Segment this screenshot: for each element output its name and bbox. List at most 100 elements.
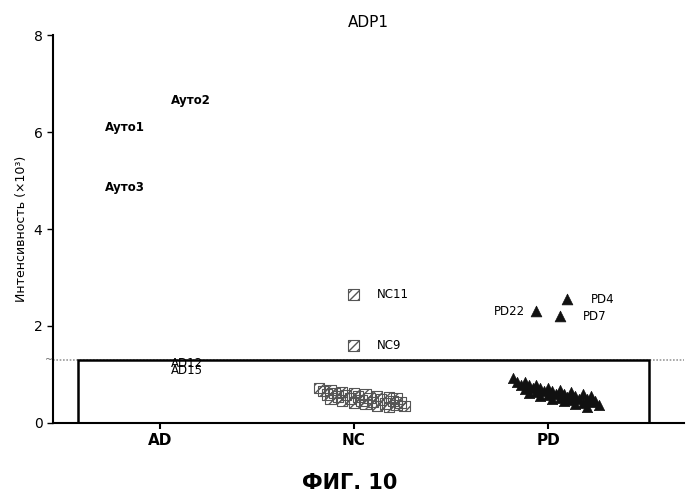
Text: AD12: AD12 (171, 357, 203, 370)
Point (593, 401, 604, 409)
Point (164, 334, 175, 342)
Point (160, 295, 171, 303)
Point (170, 249, 181, 257)
Point (140, 354, 152, 362)
Point (383, 403, 394, 411)
Point (150, 211, 161, 219)
Point (152, 124, 164, 131)
Point (171, 300, 182, 308)
Point (340, 391, 352, 399)
Point (337, 396, 348, 404)
Point (585, 391, 596, 399)
Point (577, 390, 589, 398)
Point (554, 393, 565, 401)
Point (164, 232, 175, 240)
Point (148, 237, 159, 245)
Point (143, 256, 154, 264)
Text: NC11: NC11 (377, 288, 409, 301)
Point (542, 390, 554, 398)
Point (531, 307, 542, 315)
Text: AD15: AD15 (171, 364, 203, 377)
Point (547, 394, 558, 402)
Text: ФИГ. 10: ФИГ. 10 (302, 473, 397, 493)
Text: Ауто3: Ауто3 (106, 181, 145, 194)
Point (140, 305, 152, 313)
Point (166, 310, 177, 318)
Point (531, 381, 542, 389)
Point (507, 374, 519, 382)
Point (523, 381, 534, 389)
Point (363, 394, 375, 402)
Point (527, 384, 538, 392)
Point (333, 392, 344, 400)
Point (164, 357, 175, 365)
Point (523, 389, 534, 397)
Point (146, 266, 157, 274)
Text: NC9: NC9 (377, 339, 402, 352)
Point (168, 367, 179, 374)
Point (164, 285, 175, 293)
Text: ~: ~ (45, 355, 53, 365)
Point (164, 97, 175, 105)
Point (348, 389, 359, 397)
Point (148, 339, 159, 347)
Point (321, 390, 332, 398)
Point (317, 387, 329, 395)
Point (348, 341, 359, 349)
Point (337, 388, 348, 396)
Point (313, 384, 324, 392)
Point (348, 290, 359, 298)
Point (582, 394, 593, 402)
Point (577, 399, 589, 407)
Point (535, 384, 546, 392)
Point (162, 271, 173, 279)
Point (395, 398, 406, 406)
Point (372, 392, 383, 400)
Point (554, 312, 565, 320)
Point (160, 363, 171, 371)
Point (168, 324, 179, 332)
Point (345, 394, 356, 402)
Point (391, 394, 402, 402)
Point (375, 395, 387, 403)
Point (348, 398, 359, 406)
Text: PD22: PD22 (493, 305, 525, 318)
Point (589, 397, 600, 405)
Point (160, 344, 171, 352)
Point (391, 401, 402, 409)
Text: PD7: PD7 (583, 310, 607, 323)
Point (168, 220, 179, 228)
Point (558, 390, 569, 398)
Point (515, 381, 526, 389)
Point (398, 402, 410, 410)
Point (162, 320, 173, 328)
Point (148, 360, 159, 368)
Text: Ауто1: Ауто1 (106, 121, 145, 134)
Point (387, 397, 398, 405)
Point (512, 377, 523, 385)
Point (372, 402, 383, 410)
Point (162, 203, 173, 211)
Point (171, 349, 182, 357)
Point (145, 329, 156, 337)
Title: ADP1: ADP1 (348, 15, 389, 30)
Point (356, 396, 367, 404)
Point (570, 392, 581, 400)
Point (166, 261, 177, 269)
Point (550, 390, 561, 398)
Point (145, 281, 156, 289)
Point (547, 387, 558, 395)
Point (380, 399, 391, 407)
Point (146, 63, 157, 71)
Text: Ауто2: Ауто2 (171, 94, 211, 107)
Point (145, 228, 156, 236)
Point (146, 372, 157, 379)
Point (539, 387, 550, 395)
Point (574, 395, 585, 403)
Point (360, 390, 371, 398)
Point (325, 394, 336, 402)
Point (140, 198, 152, 206)
Point (329, 389, 340, 397)
Point (562, 392, 573, 400)
Point (562, 295, 573, 303)
